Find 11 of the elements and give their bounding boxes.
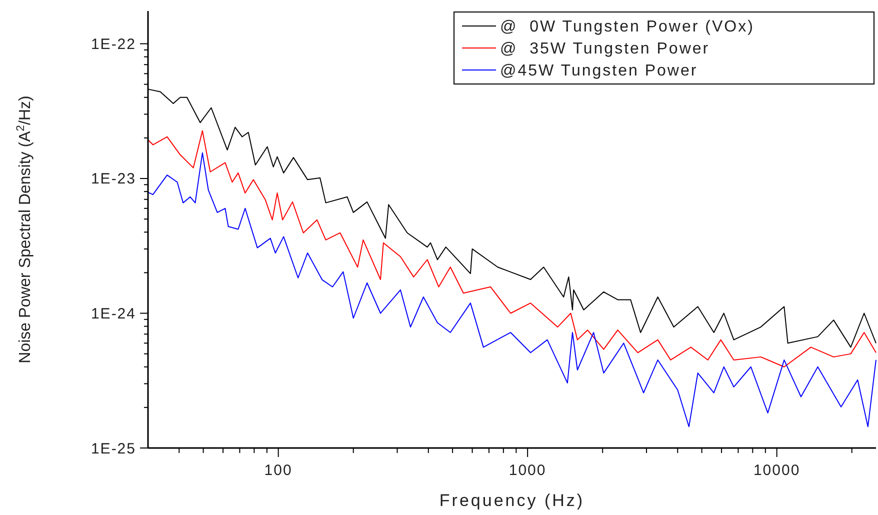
- y-tick-label: 1E-24: [90, 306, 136, 322]
- y-tick-label: 1E-23: [90, 170, 136, 188]
- y-tick-label: 1E-22: [90, 36, 136, 53]
- x-tick-label: 100: [264, 462, 292, 479]
- y-tick-label: 1E-25: [90, 440, 136, 458]
- legend-label: @ 0W Tungsten Power (VOx): [500, 18, 754, 36]
- x-tick-label: 1000: [508, 462, 546, 479]
- legend-label: @45W Tungsten Power: [500, 62, 698, 80]
- x-tick-label: 10000: [753, 462, 800, 479]
- x-axis-title: Frequency (Hz): [439, 491, 585, 510]
- legend-label: @ 35W Tungsten Power: [500, 40, 710, 58]
